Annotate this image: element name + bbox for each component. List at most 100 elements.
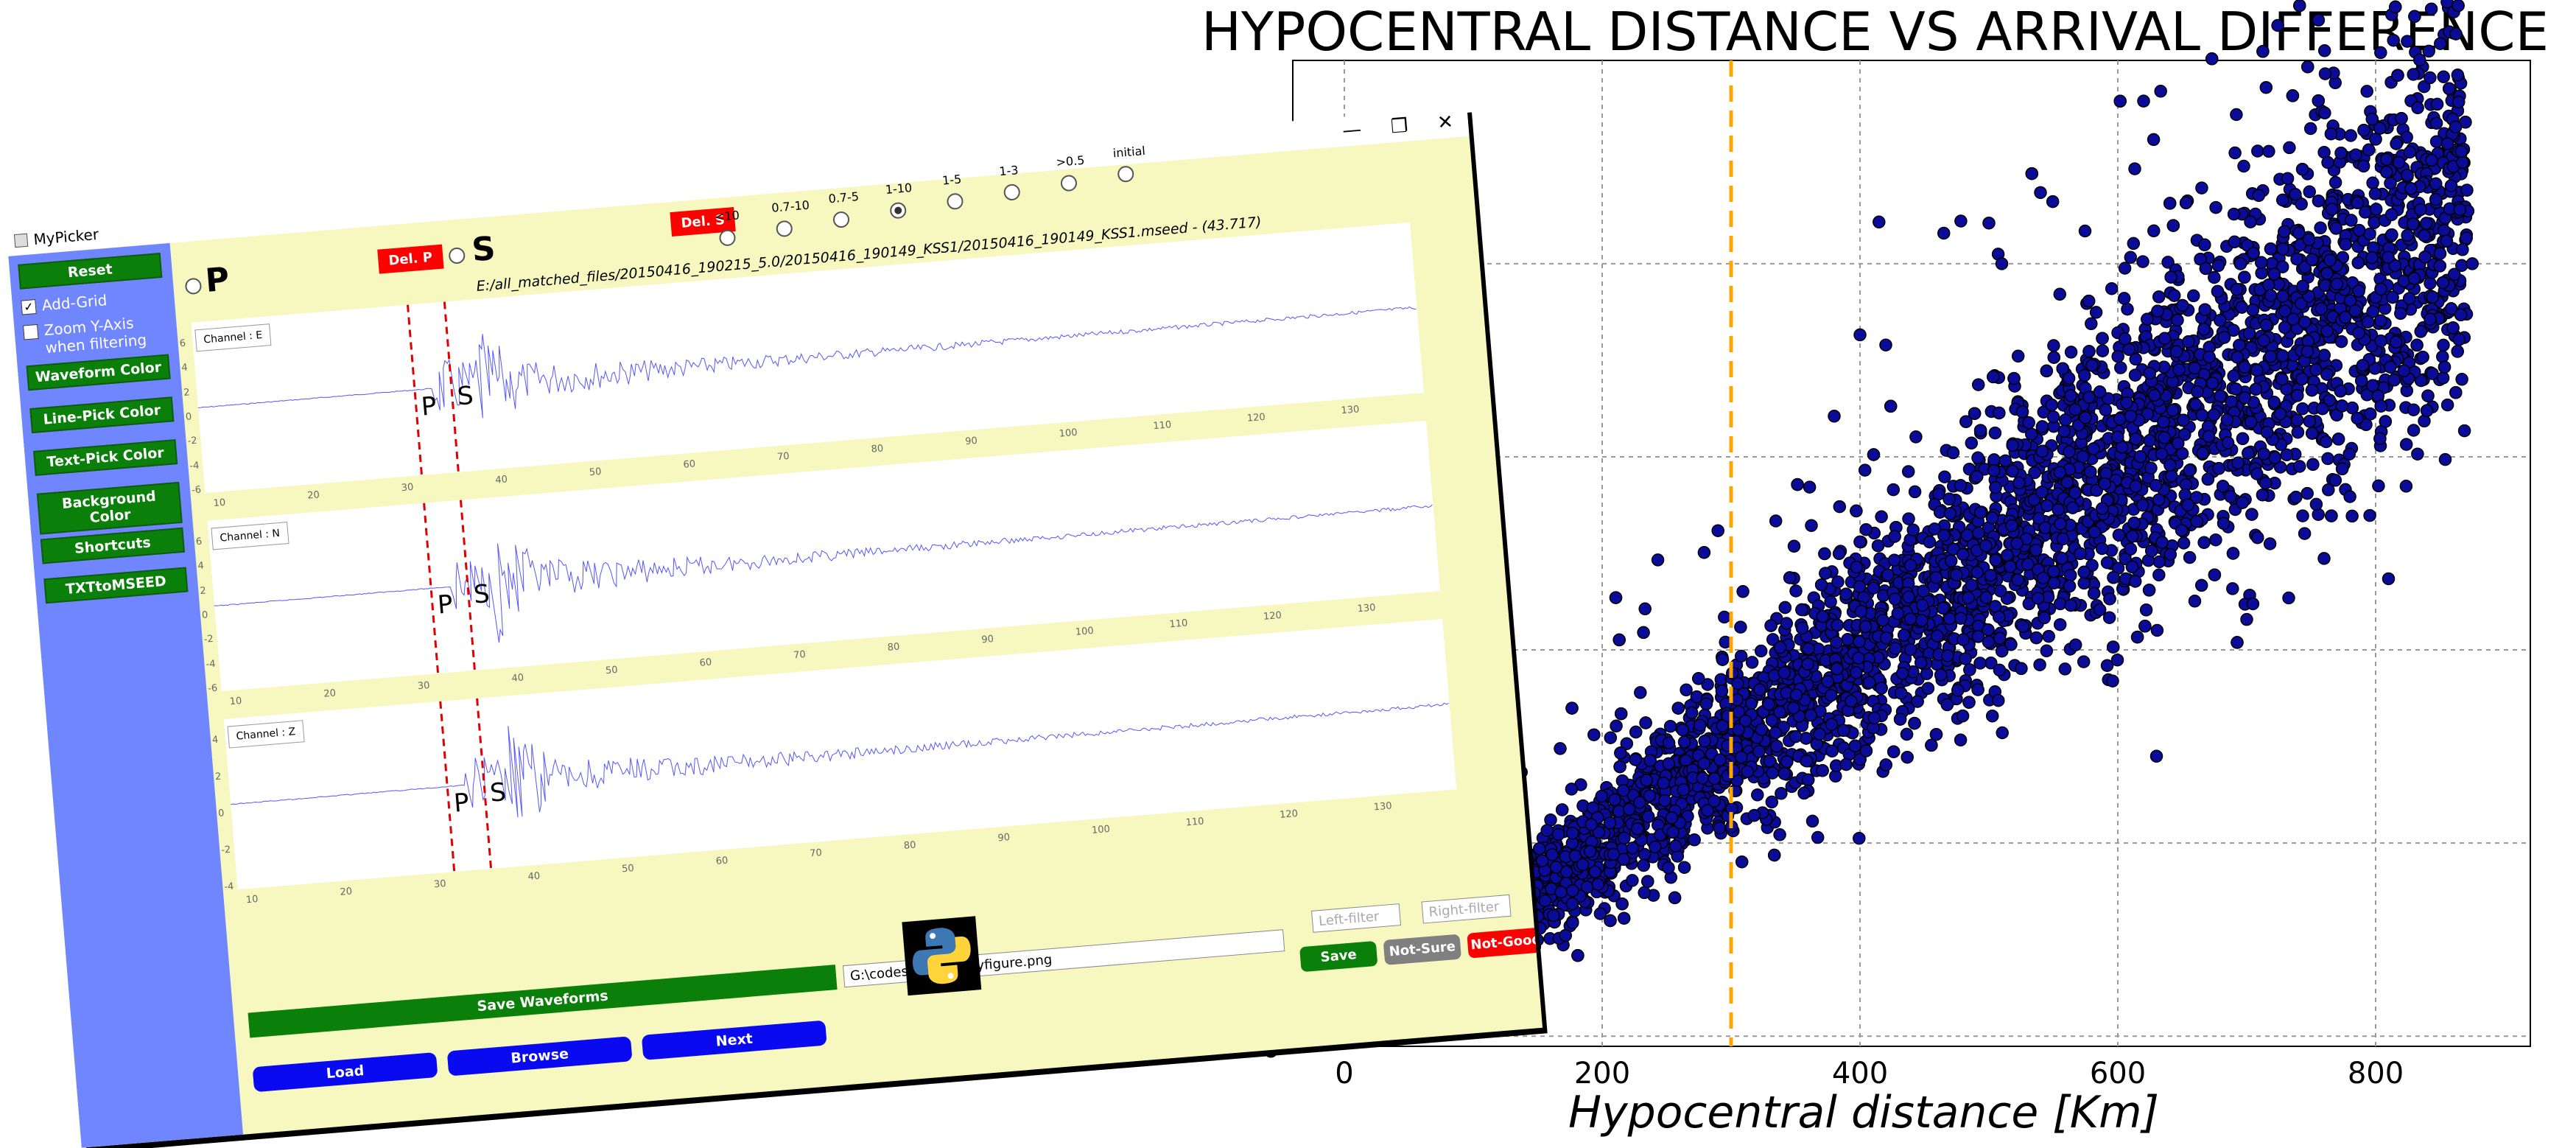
data-point — [2455, 146, 2467, 158]
data-point — [2153, 556, 2165, 568]
data-point — [1594, 908, 1606, 920]
data-point — [2088, 443, 2099, 455]
data-point — [2088, 526, 2100, 538]
data-point — [1974, 657, 1986, 669]
data-point — [2112, 654, 2124, 666]
data-point — [2324, 254, 2336, 266]
data-point — [1657, 777, 1669, 789]
data-point — [2297, 510, 2309, 522]
data-point — [2094, 386, 2106, 398]
data-point — [2375, 315, 2387, 326]
data-point — [2430, 178, 2442, 189]
data-point — [2188, 290, 2200, 301]
data-point — [1805, 710, 1817, 721]
data-point — [1973, 631, 1984, 643]
data-point — [1788, 702, 1800, 714]
data-point — [2113, 529, 2125, 541]
data-point — [2123, 343, 2135, 355]
data-point — [1557, 804, 1568, 816]
data-point — [1833, 547, 1845, 559]
data-point — [2277, 195, 2289, 206]
data-point — [2172, 438, 2184, 449]
data-point — [1736, 651, 1747, 662]
data-point — [1938, 530, 1950, 542]
data-point — [2301, 346, 2313, 357]
data-point — [2417, 351, 2429, 363]
data-point — [1540, 895, 1551, 906]
data-point — [1596, 791, 1607, 802]
data-point — [2196, 579, 2208, 591]
data-point — [2370, 203, 2382, 215]
data-point — [2263, 145, 2275, 157]
data-point — [2423, 45, 2435, 57]
data-point — [2199, 239, 2211, 251]
data-point — [2232, 457, 2244, 469]
data-point — [2284, 141, 2295, 153]
data-point — [1987, 512, 1998, 524]
data-point — [2210, 202, 2222, 214]
data-point — [1604, 732, 1616, 743]
data-point — [1850, 667, 1862, 679]
data-point — [2228, 370, 2239, 382]
data-point — [2013, 477, 2025, 489]
data-point — [1989, 427, 2001, 439]
data-point — [1791, 689, 1803, 701]
data-point — [1807, 815, 1819, 827]
data-point — [2052, 504, 2064, 516]
data-point — [2353, 285, 2365, 297]
data-point — [2269, 452, 2281, 463]
data-point — [2443, 83, 2455, 94]
data-point — [1781, 756, 1793, 768]
data-point — [2046, 399, 2057, 411]
data-point — [2139, 620, 2151, 632]
data-point — [2048, 351, 2060, 363]
data-point — [1937, 602, 1949, 614]
data-point — [2200, 262, 2211, 274]
data-point — [1963, 696, 1975, 708]
data-point — [2450, 28, 2462, 40]
data-point — [2314, 222, 2326, 234]
data-point — [1994, 632, 2006, 644]
data-point — [1931, 729, 1942, 741]
data-point — [1842, 634, 1853, 645]
data-point — [2112, 351, 2124, 363]
data-point — [1613, 634, 1625, 645]
data-point — [2306, 385, 2318, 396]
data-point — [1766, 767, 1778, 779]
data-point — [1910, 431, 1922, 443]
data-point — [2214, 315, 2226, 326]
data-point — [2034, 659, 2046, 671]
data-point — [2325, 128, 2337, 140]
data-point — [2392, 69, 2404, 81]
data-point — [1618, 785, 1629, 797]
data-point — [2351, 413, 2363, 424]
data-point — [2321, 325, 2333, 337]
data-point — [1638, 886, 1650, 898]
data-point — [1566, 702, 1578, 714]
data-point — [2302, 61, 2314, 73]
data-point — [1905, 644, 1917, 656]
data-point — [1663, 737, 1675, 749]
data-point — [1698, 547, 1710, 559]
data-point — [2375, 335, 2387, 347]
data-point — [2049, 577, 2060, 589]
data-point — [1775, 788, 1787, 799]
data-point — [1993, 407, 2005, 419]
data-point — [2452, 69, 2463, 81]
data-point — [2322, 157, 2334, 169]
data-point — [2401, 169, 2413, 181]
data-point — [2414, 54, 2426, 66]
data-point — [2396, 113, 2407, 125]
data-point — [2198, 536, 2210, 548]
data-point — [2237, 433, 2249, 444]
data-point — [1610, 720, 1622, 732]
data-point — [1966, 579, 1978, 591]
data-point — [1699, 735, 1710, 747]
data-point — [2345, 130, 2356, 141]
data-point — [2401, 35, 2413, 47]
data-point — [2048, 566, 2060, 578]
data-point — [2213, 463, 2225, 475]
data-point — [2245, 216, 2256, 228]
data-point — [2283, 592, 2295, 604]
data-point — [2330, 177, 2342, 189]
